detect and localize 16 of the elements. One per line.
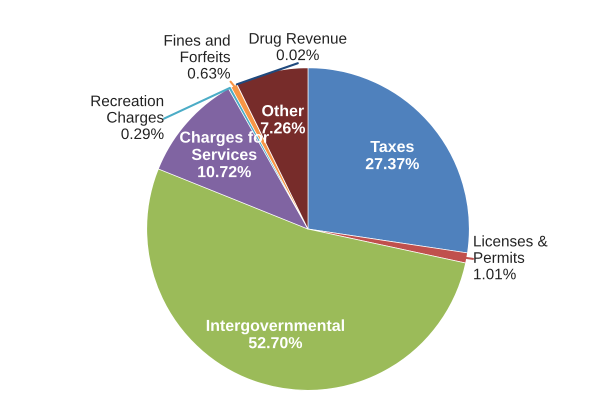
data-label: 7.26% [260,122,306,134]
data-label: 0.63% [188,68,230,79]
slice-label: Licenses & Permits [474,235,548,263]
slice-label: Fines and Forfeits [164,34,230,62]
slice-label: Taxes [370,140,414,152]
slice-label: Drug Revenue [250,33,346,47]
data-label: 27.37% [366,158,419,170]
slice-label: Other [262,104,304,116]
data-label: 52.70% [248,337,302,348]
data-label: 10.72% [198,166,251,178]
data-label: 0.29% [121,128,164,140]
slice-label: Intergovernmental [206,319,344,334]
slice-label: Recreation Charges [92,95,164,126]
data-label: 0.02% [276,49,319,60]
slice-label: Charges for Services [180,131,269,160]
data-label: 1.01% [474,268,516,280]
